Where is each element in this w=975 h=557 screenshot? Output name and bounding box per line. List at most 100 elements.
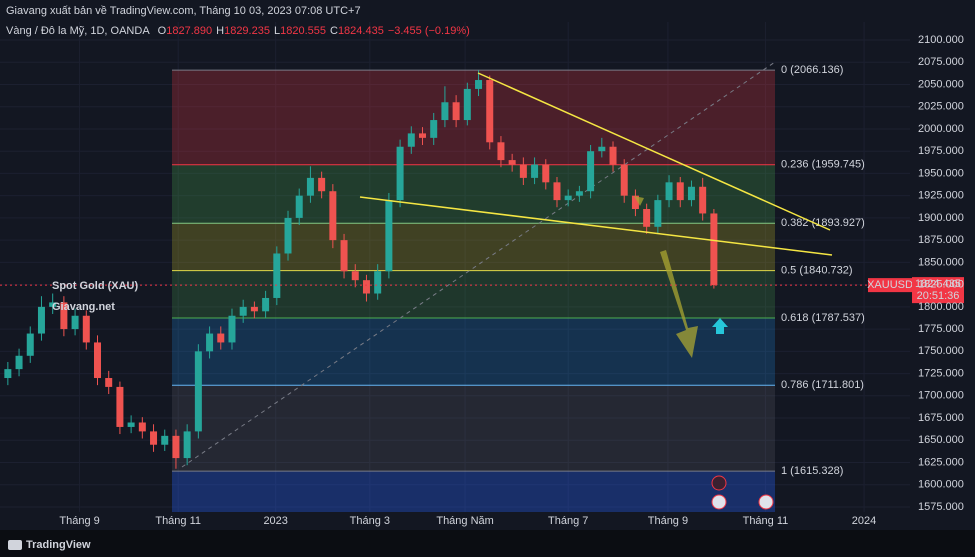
- candle-body: [620, 164, 628, 196]
- candle-body: [687, 186, 695, 201]
- change: −3.455 (−0.19%): [388, 25, 470, 37]
- candle-body: [71, 315, 79, 330]
- fib-zone: [172, 385, 775, 472]
- y-tick-label: 1575.000: [918, 501, 964, 513]
- y-tick-label: 1800.000: [918, 301, 964, 313]
- y-tick-label: 1650.000: [918, 434, 964, 446]
- candle-body: [318, 177, 326, 192]
- candle-body: [508, 160, 516, 165]
- y-tick-label: 1875.000: [918, 234, 964, 246]
- candle-body: [194, 351, 202, 432]
- x-tick-label: 2023: [263, 515, 287, 527]
- candle-body: [385, 200, 393, 272]
- candle-body: [273, 253, 281, 298]
- up-arrow: [712, 318, 728, 334]
- event-icon: [711, 494, 727, 510]
- x-tick-label: Tháng Năm: [436, 515, 493, 527]
- candle-body: [172, 435, 180, 459]
- y-tick-label: 1925.000: [918, 190, 964, 202]
- candle-body: [430, 120, 438, 138]
- candle-body: [542, 164, 550, 183]
- candle-body: [497, 142, 505, 161]
- candle-body: [407, 133, 415, 147]
- x-tick-label: 2024: [852, 515, 876, 527]
- candle-body: [116, 386, 124, 427]
- y-tick-label: 2075.000: [918, 56, 964, 68]
- candle-body: [250, 306, 258, 312]
- y-tick-label: 1725.000: [918, 367, 964, 379]
- candle-body: [127, 422, 135, 427]
- candle-body: [710, 213, 718, 286]
- candle-body: [575, 191, 583, 196]
- candle-body: [26, 333, 34, 356]
- candle-body: [396, 146, 404, 201]
- candle-body: [161, 435, 169, 445]
- price-tag: [912, 277, 964, 304]
- x-tick-label: Tháng 11: [155, 515, 201, 527]
- y-tick-label: 2025.000: [918, 101, 964, 113]
- y-tick-label: 1775.000: [918, 323, 964, 335]
- trend-line: [477, 72, 831, 231]
- y-tick-label: 1900.000: [918, 212, 964, 224]
- y-tick-label: 1975.000: [918, 145, 964, 157]
- candle-body: [284, 217, 292, 254]
- brand: TradingView: [26, 539, 91, 551]
- candle-body: [295, 195, 303, 218]
- y-tick-label: 1600.000: [918, 479, 964, 491]
- candle-body: [676, 182, 684, 201]
- y-tick-label: 1625.000: [918, 456, 964, 468]
- candle-body: [228, 315, 236, 343]
- candle-body: [60, 302, 68, 330]
- candle-body: [329, 191, 337, 241]
- ohlc-key: C: [330, 25, 338, 37]
- price-tag-value: 1824.435: [915, 278, 961, 290]
- candle-body: [351, 271, 359, 281]
- candle-body: [531, 164, 539, 178]
- candle-body: [452, 102, 460, 121]
- x-tick-label: Tháng 9: [648, 515, 688, 527]
- candle-body: [49, 302, 57, 307]
- candle-body: [486, 80, 494, 143]
- y-tick-label: 2100.000: [918, 34, 964, 46]
- price-axis: [910, 0, 975, 512]
- candle-body: [553, 182, 561, 201]
- symbol-tag: [868, 278, 912, 293]
- candle-body: [306, 177, 314, 196]
- candle-body: [609, 146, 617, 165]
- y-tick-label: 1700.000: [918, 390, 964, 402]
- candle-body: [239, 306, 247, 316]
- fib-label: 0 (2066.136): [781, 64, 843, 76]
- x-tick-label: Tháng 7: [548, 515, 588, 527]
- candle-body: [262, 297, 270, 312]
- y-tick-label: 1825.000: [918, 279, 964, 291]
- fib-label: 0.786 (1711.801): [781, 379, 864, 391]
- ohlc-value: 1829.235: [224, 25, 270, 37]
- fib-zone: [172, 70, 775, 165]
- price-tag-countdown: 20:51:36: [917, 290, 960, 302]
- candle-body: [419, 133, 426, 138]
- candle-body: [631, 195, 639, 210]
- candle-body: [150, 431, 158, 445]
- down-arrow: [660, 250, 698, 358]
- overlay-site: Giavang.net: [52, 301, 115, 313]
- logo-mark: [8, 540, 22, 550]
- candle-body: [217, 333, 225, 343]
- ohlc-value: 1820.555: [280, 25, 326, 37]
- fib-label: 0.618 (1787.537): [781, 312, 865, 324]
- fib-label: 0.236 (1959.745): [781, 159, 865, 171]
- candle-body: [15, 355, 23, 370]
- x-tick-label: Tháng 3: [350, 515, 390, 527]
- symbol-name: Vàng / Đô la Mỹ, 1D, OANDA: [6, 25, 150, 37]
- candle-body: [183, 431, 191, 459]
- ohlc-value: 1824.435: [338, 25, 384, 37]
- overlay-title: Spot Gold (XAU): [52, 280, 138, 292]
- small-arrow: [634, 196, 644, 206]
- fib-zone: [172, 223, 775, 271]
- candle-body: [475, 80, 483, 89]
- candle-body: [587, 151, 595, 192]
- candle-body: [519, 164, 527, 178]
- y-tick-label: 1850.000: [918, 256, 964, 268]
- trend-line: [359, 196, 833, 256]
